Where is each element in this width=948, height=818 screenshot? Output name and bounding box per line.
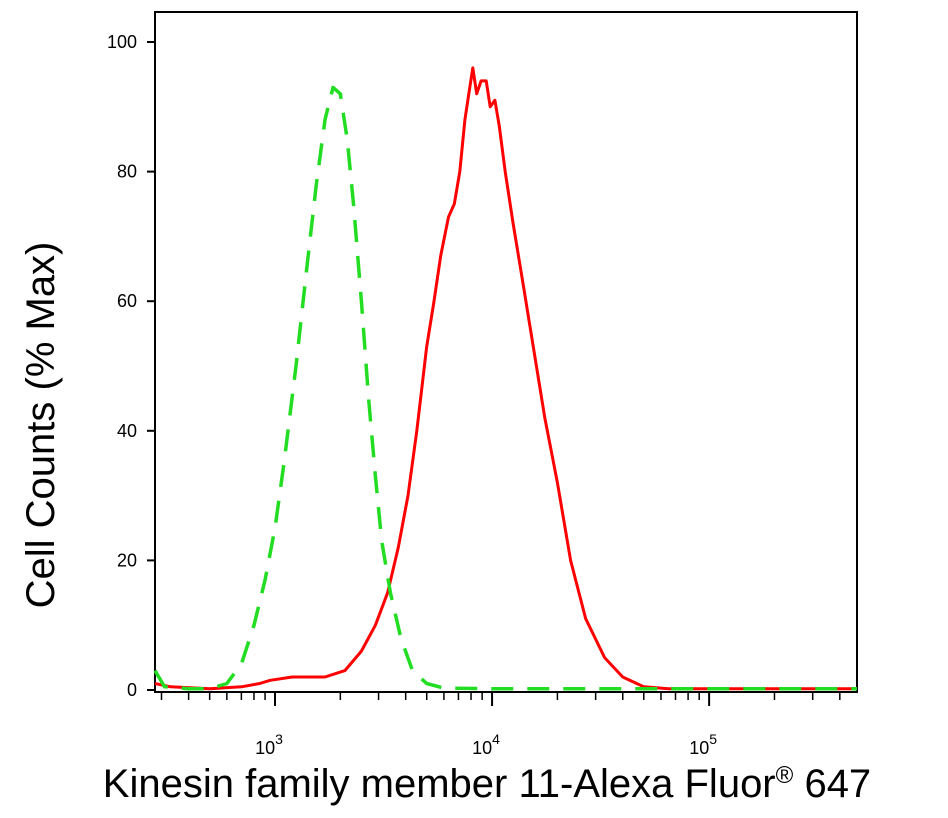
x-axis-title: Kinesin family member 11-Alexa Fluor® 64… <box>103 762 871 806</box>
x-tick-label: 104 <box>472 731 500 758</box>
y-tick-label: 80 <box>117 162 137 182</box>
series-line-0 <box>154 66 857 691</box>
x-axis: 103 104 105 <box>160 692 841 758</box>
y-axis-title: Cell Counts (% Max) <box>19 242 63 609</box>
y-axis: 0 20 40 60 80 100 <box>107 32 155 700</box>
y-tick-label: 20 <box>117 550 137 570</box>
y-tick-label: 0 <box>127 680 137 700</box>
y-tick-label: 40 <box>117 421 137 441</box>
plot-frame <box>154 11 858 693</box>
x-tick-label: 103 <box>255 731 283 758</box>
series-layer <box>153 66 857 691</box>
x-tick-label: 105 <box>689 731 717 758</box>
y-tick-label: 60 <box>117 291 137 311</box>
y-tick-label: 100 <box>107 32 137 52</box>
series-line-1 <box>153 85 857 691</box>
